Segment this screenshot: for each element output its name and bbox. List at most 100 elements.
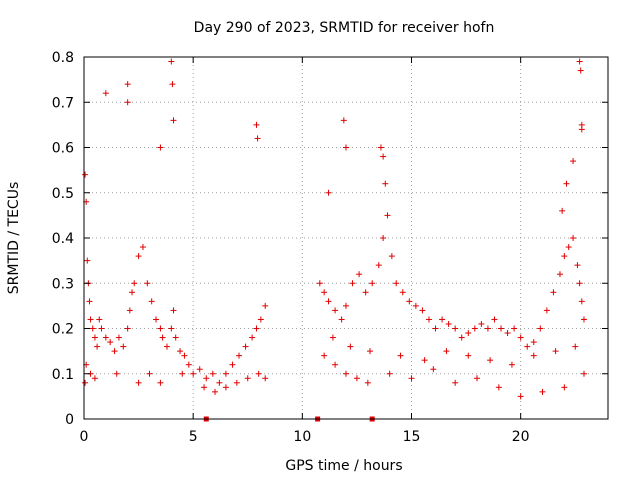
data-point xyxy=(135,379,142,386)
data-point xyxy=(452,325,459,332)
y-tick-label: 0.2 xyxy=(52,322,74,338)
data-point xyxy=(465,330,472,337)
data-point xyxy=(190,370,197,377)
data-point xyxy=(484,325,491,332)
data-point xyxy=(124,81,131,88)
data-point xyxy=(445,320,452,327)
data-point xyxy=(153,316,160,323)
data-point xyxy=(253,121,260,128)
data-point xyxy=(380,153,387,160)
data-point xyxy=(255,370,262,377)
data-point xyxy=(96,316,103,323)
data-point xyxy=(102,90,109,97)
data-point xyxy=(89,325,96,332)
data-point xyxy=(216,379,223,386)
data-point xyxy=(343,302,349,309)
y-tick-label: 0.6 xyxy=(52,141,74,157)
data-point xyxy=(550,289,557,296)
data-point xyxy=(347,343,354,350)
data-point xyxy=(537,325,544,332)
data-point xyxy=(524,343,531,350)
data-point xyxy=(338,316,345,323)
data-point xyxy=(478,320,485,327)
data-point xyxy=(487,357,494,364)
data-point xyxy=(498,325,505,332)
data-point xyxy=(321,352,328,359)
data-point xyxy=(388,253,395,260)
data-point xyxy=(177,348,184,355)
data-point xyxy=(98,325,105,332)
data-point xyxy=(181,352,188,359)
data-point xyxy=(168,325,175,332)
data-point xyxy=(432,325,439,332)
data-point xyxy=(530,352,537,359)
data-point xyxy=(120,343,127,350)
data-point xyxy=(321,289,328,296)
data-point xyxy=(157,144,164,151)
data-point xyxy=(421,357,428,364)
data-point xyxy=(574,262,581,269)
data-point xyxy=(163,343,170,350)
data-point xyxy=(511,325,518,332)
data-point xyxy=(495,384,502,391)
data-point xyxy=(458,334,465,341)
data-point xyxy=(580,370,587,377)
x-axis-label: GPS time / hours xyxy=(285,458,402,474)
data-point xyxy=(412,302,419,309)
data-point xyxy=(229,361,236,368)
data-point xyxy=(91,334,98,341)
data-point xyxy=(262,375,269,382)
data-point xyxy=(144,280,151,287)
x-tick-label: 20 xyxy=(512,429,530,445)
data-point xyxy=(332,361,339,368)
data-point xyxy=(209,370,216,377)
data-point xyxy=(556,271,563,278)
data-point xyxy=(382,180,389,187)
data-point xyxy=(530,339,537,346)
data-point xyxy=(559,207,566,214)
data-point xyxy=(107,339,114,346)
data-point xyxy=(233,379,240,386)
axes: 0 0.1 0.2 0.3 0.4 0.5 0.6 0.7 0.8 0 5 10 15 20 xyxy=(52,50,609,445)
data-point xyxy=(170,307,177,314)
data-point xyxy=(375,262,382,269)
data-point xyxy=(504,330,511,337)
data-point xyxy=(425,316,432,323)
data-point xyxy=(148,298,155,305)
data-point xyxy=(157,379,164,386)
data-point xyxy=(139,244,146,251)
data-point xyxy=(146,370,153,377)
data-point xyxy=(517,393,524,400)
data-point xyxy=(406,298,413,305)
data-point xyxy=(135,253,142,260)
grid xyxy=(84,57,608,419)
data-point xyxy=(82,379,89,386)
y-tick-label: 0.5 xyxy=(52,186,74,202)
data-point xyxy=(84,257,91,264)
data-point xyxy=(316,280,323,287)
data-point xyxy=(578,298,585,305)
data-point xyxy=(552,348,559,355)
y-tick-label: 0.4 xyxy=(52,231,74,247)
data-point xyxy=(408,375,415,382)
x-tick-label: 15 xyxy=(403,429,421,445)
data-point xyxy=(196,366,203,373)
data-point xyxy=(565,244,572,251)
data-point xyxy=(157,325,164,332)
data-point xyxy=(87,316,94,323)
data-point xyxy=(115,334,122,341)
data-point xyxy=(329,334,336,341)
data-point xyxy=(222,384,229,391)
data-point xyxy=(262,302,269,309)
data-point xyxy=(430,366,437,373)
x-tick-label: 0 xyxy=(80,429,89,445)
y-tick-label: 0.1 xyxy=(52,367,74,383)
data-point xyxy=(91,375,98,382)
data-point xyxy=(168,58,175,65)
data-point xyxy=(203,375,210,382)
data-point xyxy=(393,280,400,287)
data-point xyxy=(131,280,138,287)
data-point xyxy=(353,375,360,382)
data-point xyxy=(384,212,391,219)
